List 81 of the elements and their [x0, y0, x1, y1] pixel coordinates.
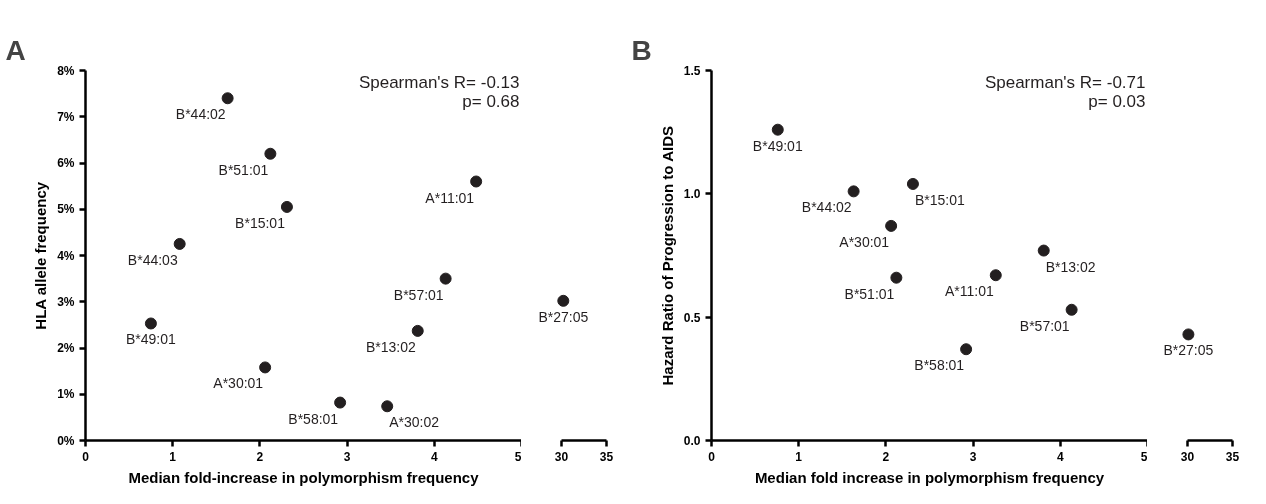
- y-tick-label: 8%: [57, 63, 75, 78]
- x-axis-title: Median fold-increase in polymorphism frequency: [128, 468, 480, 486]
- x-tick-label: 1: [795, 449, 803, 464]
- annotation: B*51:01: [844, 285, 895, 302]
- x-axis-title: Median fold increase in polymorphism frequency: [754, 468, 1105, 486]
- x-tick-label: 2: [256, 449, 264, 464]
- x-tick-label: 35: [1225, 449, 1240, 464]
- point: [264, 147, 277, 160]
- x-tick-label: 1: [169, 449, 177, 464]
- x-tick-label: 30: [554, 449, 569, 464]
- annotation: B*49:01: [125, 331, 177, 348]
- point: [173, 237, 186, 250]
- y-tick-label: 1%: [57, 387, 75, 402]
- annotation: Spearman's R= -0.71: [984, 72, 1146, 92]
- x-tick-label: 30: [1180, 449, 1195, 464]
- point: [144, 317, 157, 330]
- point: [470, 175, 483, 188]
- x-tick-label: 4: [1056, 449, 1064, 464]
- y-tick-label: 0.0: [683, 434, 701, 448]
- point: [885, 219, 898, 232]
- annotation: p= 0.68: [462, 91, 520, 111]
- point: [847, 185, 860, 198]
- y-tick-label: 1.0: [683, 187, 701, 202]
- point: [771, 123, 784, 136]
- annotation: B*44:02: [801, 199, 852, 216]
- x-tick-label: 5: [1140, 449, 1148, 464]
- chart-title: A: [5, 34, 26, 66]
- annotation: B*27:05: [538, 308, 589, 325]
- y-tick-label: 1.5: [683, 64, 701, 78]
- annotation: B*57:01: [1019, 317, 1070, 334]
- x-tick-label: 0: [708, 449, 716, 464]
- annotation: B*15:01: [914, 191, 965, 208]
- annotation: Spearman's R= -0.13: [358, 72, 520, 92]
- annotation: A*30:01: [839, 233, 890, 250]
- y-tick-label: 0%: [57, 433, 75, 448]
- annotation: A*11:01: [425, 189, 475, 206]
- point: [989, 269, 1002, 282]
- x-tick-label: 2: [882, 449, 890, 464]
- y-tick-label: 5%: [57, 202, 75, 217]
- y-tick-label: 0.5: [683, 310, 701, 325]
- y-tick-label: 6%: [57, 156, 75, 170]
- point: [1037, 244, 1050, 257]
- point: [960, 343, 973, 356]
- point: [411, 324, 424, 337]
- y-axis-title: HLA allele frequency: [32, 181, 50, 330]
- annotation: B*58:01: [288, 410, 339, 427]
- point: [259, 361, 272, 374]
- y-tick-label: 2%: [57, 341, 75, 355]
- point: [221, 92, 234, 105]
- annotation: B*49:01: [752, 137, 803, 154]
- x-tick-label: 3: [969, 449, 977, 464]
- annotation: p= 0.03: [1088, 91, 1146, 111]
- point: [381, 400, 394, 413]
- annotation: B*44:03: [127, 251, 178, 268]
- point: [1065, 303, 1078, 316]
- x-tick-label: 35: [599, 449, 614, 464]
- y-axis-title: Hazard Ratio of Progression to AIDS: [658, 126, 676, 386]
- point: [906, 177, 919, 190]
- x-tick-label: 3: [343, 449, 351, 464]
- y-tick-label: 7%: [57, 109, 75, 124]
- annotation: B*58:01: [914, 357, 965, 374]
- point: [334, 396, 347, 409]
- annotation: B*57:01: [393, 286, 444, 303]
- x-tick-label: 0: [82, 449, 90, 464]
- chart-title: B: [631, 34, 652, 66]
- annotation: B*15:01: [235, 214, 286, 231]
- annotation: A*30:02: [389, 414, 440, 431]
- annotation: B*51:01: [218, 161, 269, 178]
- annotation: A*11:01: [944, 283, 994, 300]
- annotation: A*30:01: [213, 375, 264, 392]
- annotation: B*13:02: [365, 338, 416, 355]
- x-tick-label: 4: [430, 449, 438, 464]
- annotation: B*13:02: [1045, 258, 1096, 275]
- y-tick-label: 4%: [57, 248, 75, 263]
- point: [890, 271, 903, 284]
- x-tick-label: 5: [514, 449, 522, 464]
- y-tick-label: 3%: [57, 294, 75, 309]
- point: [439, 272, 452, 285]
- annotation: B*27:05: [1163, 342, 1214, 359]
- point: [280, 200, 293, 213]
- annotation: B*44:02: [175, 106, 226, 123]
